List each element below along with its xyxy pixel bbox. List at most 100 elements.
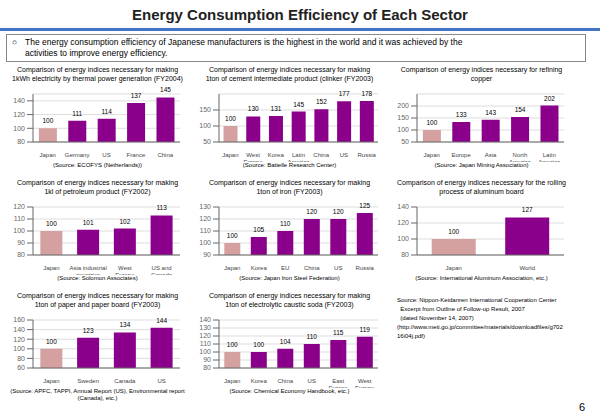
- svg-text:Russia: Russia: [356, 265, 375, 271]
- svg-text:100: 100: [253, 341, 264, 348]
- svg-text:Japan: Japan: [224, 265, 240, 271]
- svg-text:120: 120: [13, 111, 25, 118]
- svg-text:Japan: Japan: [446, 265, 462, 271]
- svg-text:Germany: Germany: [65, 152, 90, 158]
- svg-text:110: 110: [307, 333, 318, 340]
- svg-text:100: 100: [46, 338, 57, 345]
- svg-text:WestEurope: WestEurope: [355, 378, 375, 388]
- svg-text:113: 113: [156, 204, 167, 211]
- svg-text:80: 80: [203, 364, 211, 371]
- svg-text:Japan: Japan: [224, 378, 240, 384]
- svg-text:China: China: [277, 378, 293, 384]
- svg-text:100: 100: [46, 220, 57, 227]
- svg-text:140: 140: [397, 203, 409, 210]
- svg-text:US: US: [102, 152, 110, 158]
- svg-text:Canada: Canada: [114, 378, 136, 384]
- svg-text:144: 144: [156, 317, 167, 324]
- svg-text:100: 100: [397, 126, 409, 133]
- svg-text:130: 130: [199, 324, 211, 331]
- svg-text:France: France: [127, 152, 146, 158]
- svg-text:90: 90: [203, 356, 211, 363]
- svg-text:133: 133: [456, 111, 467, 118]
- svg-text:115: 115: [333, 329, 344, 336]
- svg-text:130: 130: [248, 105, 259, 112]
- svg-text:Korea: Korea: [268, 152, 285, 158]
- svg-text:EastEurope: EastEurope: [329, 378, 349, 388]
- svg-text:114: 114: [101, 108, 112, 115]
- svg-text:Japan: Japan: [222, 152, 238, 158]
- svg-text:120: 120: [397, 219, 409, 226]
- svg-text:177: 177: [339, 90, 350, 97]
- svg-text:134: 134: [119, 321, 130, 328]
- svg-text:120: 120: [199, 332, 211, 339]
- svg-text:100: 100: [13, 125, 25, 132]
- svg-text:130: 130: [199, 203, 211, 210]
- svg-text:100: 100: [227, 232, 238, 239]
- svg-text:145: 145: [160, 86, 171, 93]
- svg-text:131: 131: [271, 105, 282, 112]
- svg-text:NorthAmerica: NorthAmerica: [509, 152, 532, 162]
- svg-text:80: 80: [401, 251, 409, 258]
- svg-text:China: China: [304, 265, 320, 271]
- svg-text:150: 150: [199, 106, 211, 113]
- svg-text:100: 100: [13, 345, 25, 352]
- svg-text:120: 120: [199, 215, 211, 222]
- svg-text:Japan: Japan: [43, 265, 59, 271]
- svg-text:WestEurope: WestEurope: [243, 152, 263, 162]
- svg-text:100: 100: [199, 348, 211, 355]
- svg-text:140: 140: [13, 326, 25, 333]
- svg-text:125: 125: [359, 202, 370, 209]
- svg-text:50: 50: [401, 138, 409, 145]
- svg-text:104: 104: [280, 338, 291, 345]
- svg-text:100: 100: [199, 122, 211, 129]
- svg-text:100: 100: [397, 235, 409, 242]
- svg-text:80: 80: [17, 138, 25, 145]
- svg-text:China: China: [313, 152, 329, 158]
- svg-text:123: 123: [83, 327, 94, 334]
- svg-text:202: 202: [544, 95, 555, 102]
- svg-text:101: 101: [83, 219, 94, 226]
- svg-text:154: 154: [515, 106, 526, 113]
- svg-text:110: 110: [280, 220, 291, 227]
- svg-text:80: 80: [17, 355, 25, 362]
- svg-text:178: 178: [361, 90, 372, 97]
- svg-text:90: 90: [203, 251, 211, 258]
- svg-text:Europe: Europe: [451, 152, 471, 158]
- svg-text:Japan: Japan: [40, 152, 56, 158]
- svg-text:140: 140: [199, 316, 211, 323]
- svg-text:120: 120: [306, 208, 317, 215]
- svg-text:120: 120: [13, 336, 25, 343]
- svg-text:Russia: Russia: [357, 152, 376, 158]
- svg-text:LatinAmerica: LatinAmerica: [538, 152, 561, 162]
- svg-text:Korea: Korea: [251, 265, 268, 271]
- svg-text:60: 60: [17, 364, 25, 371]
- svg-text:80: 80: [17, 251, 25, 258]
- svg-text:US: US: [340, 152, 348, 158]
- svg-text:US: US: [334, 265, 342, 271]
- svg-text:Asia industrialcountries: Asia industrialcountries: [69, 265, 106, 275]
- svg-text:100: 100: [13, 227, 25, 234]
- svg-text:140: 140: [13, 97, 25, 104]
- svg-text:110: 110: [200, 340, 211, 347]
- svg-text:US: US: [308, 378, 316, 384]
- svg-text:119: 119: [360, 326, 371, 333]
- svg-text:120: 120: [333, 208, 344, 215]
- svg-text:LatinAmerica: LatinAmerica: [287, 152, 310, 162]
- svg-text:90: 90: [17, 239, 25, 246]
- svg-text:137: 137: [131, 92, 142, 99]
- svg-text:100: 100: [426, 119, 437, 126]
- svg-text:102: 102: [119, 218, 130, 225]
- svg-text:110: 110: [14, 215, 25, 222]
- svg-text:105: 105: [253, 226, 264, 233]
- svg-text:143: 143: [485, 109, 496, 116]
- svg-text:Sweden: Sweden: [77, 378, 99, 384]
- svg-text:127: 127: [522, 206, 533, 213]
- svg-text:WestEurope: WestEurope: [115, 265, 135, 275]
- svg-text:China: China: [157, 152, 173, 158]
- svg-text:111: 111: [72, 110, 82, 117]
- svg-text:145: 145: [293, 101, 304, 108]
- svg-text:Asia: Asia: [485, 152, 497, 158]
- svg-text:US: US: [157, 378, 165, 384]
- svg-text:World: World: [519, 265, 535, 271]
- svg-text:152: 152: [316, 98, 327, 105]
